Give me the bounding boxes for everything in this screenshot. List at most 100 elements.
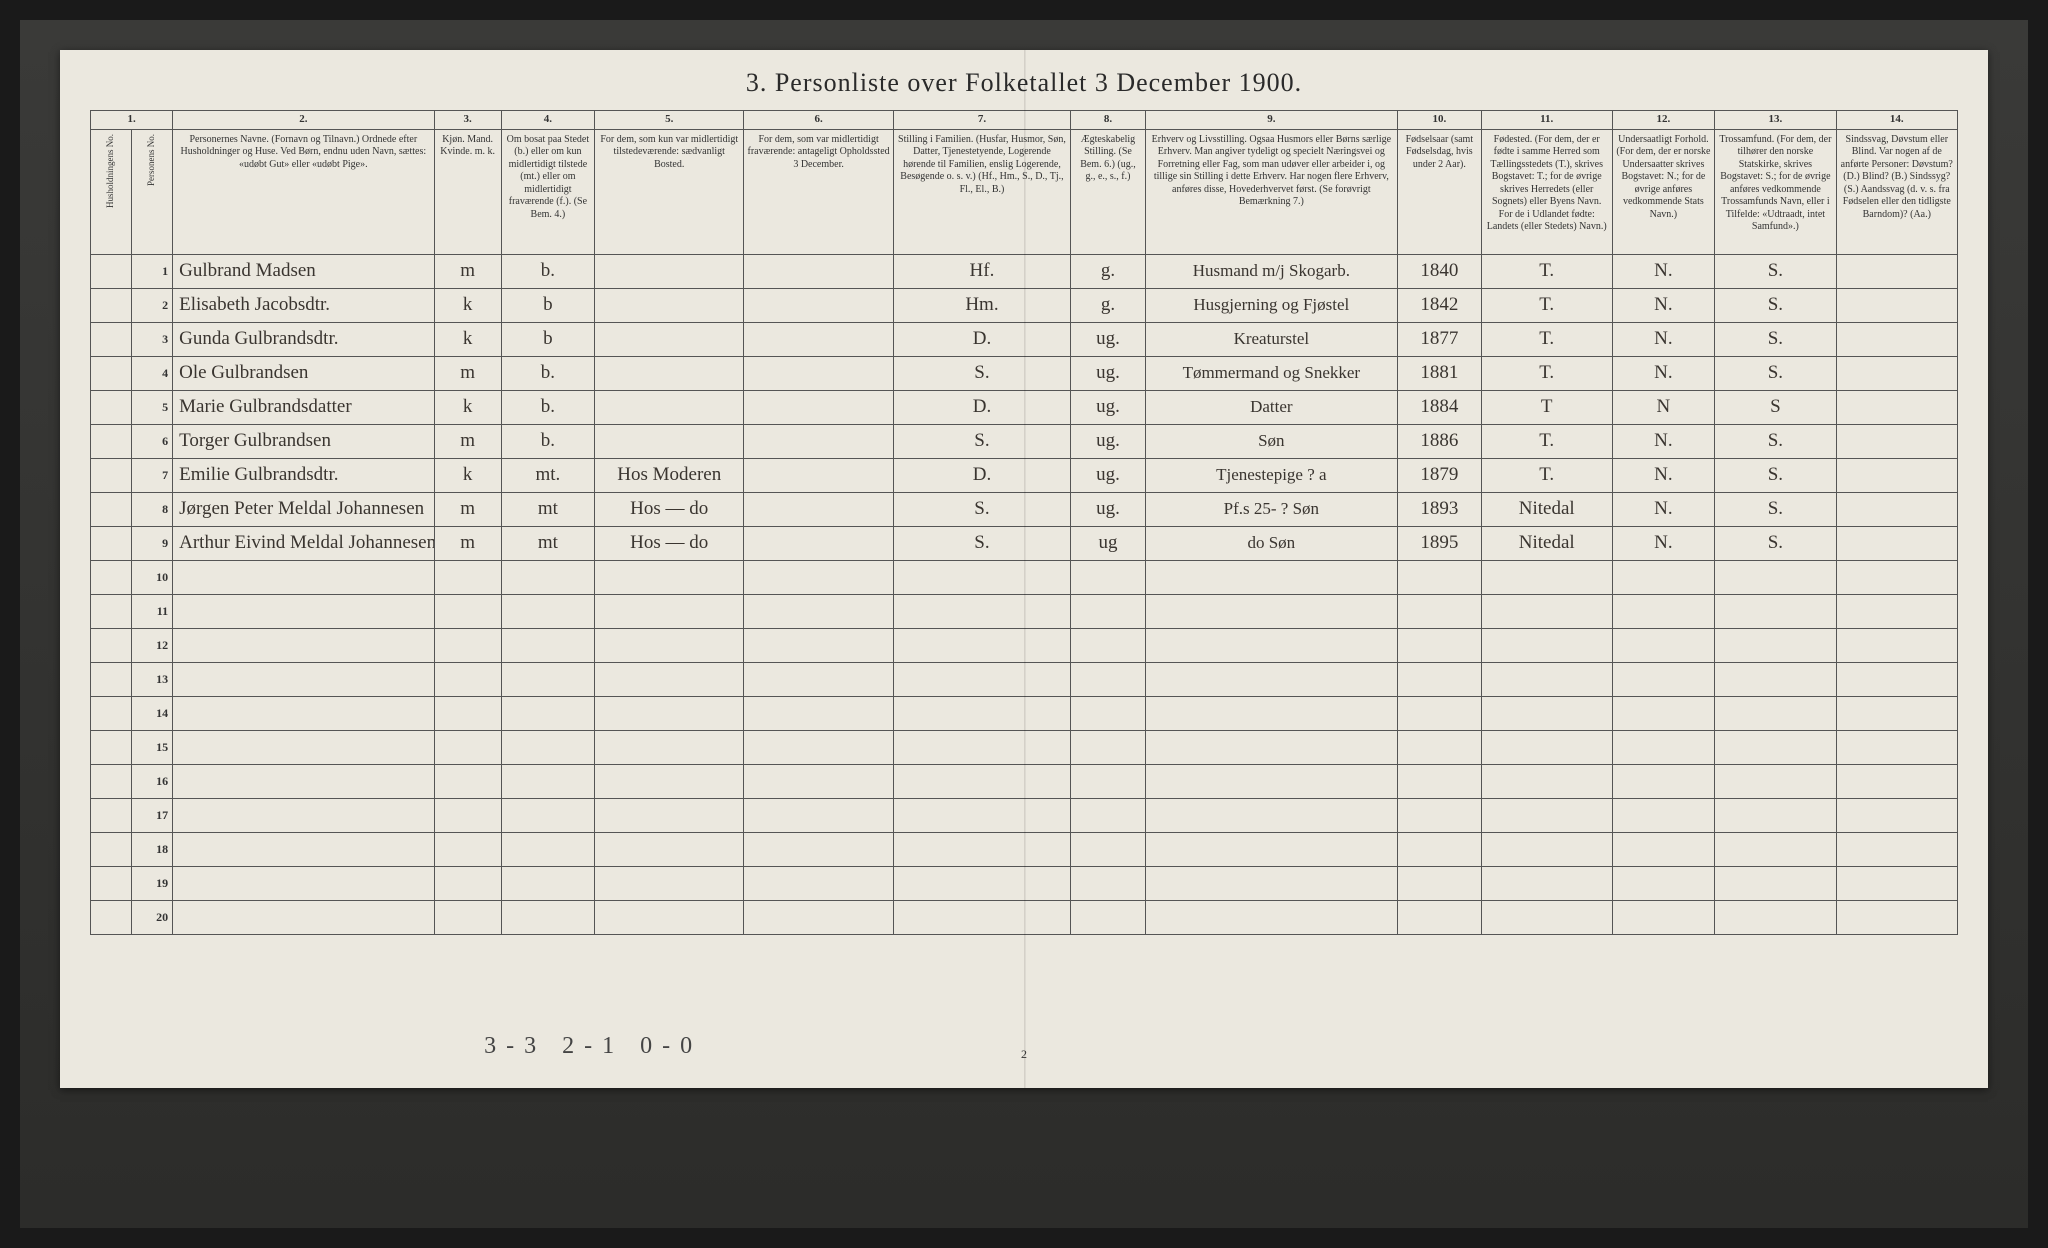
- cell: [1481, 866, 1612, 900]
- cell: [744, 322, 893, 356]
- cell: [1612, 832, 1715, 866]
- cell: [744, 390, 893, 424]
- cell: b: [501, 322, 594, 356]
- colnum-1: 1.: [91, 111, 173, 130]
- cell: [1145, 594, 1397, 628]
- cell: [595, 662, 744, 696]
- cell: N.: [1612, 424, 1715, 458]
- col-temp-absent: For dem, som var midlertidigt fraværende…: [744, 129, 893, 254]
- cell: [595, 560, 744, 594]
- cell: [173, 628, 434, 662]
- cell: [893, 560, 1070, 594]
- cell: m: [434, 526, 501, 560]
- cell: [1715, 832, 1836, 866]
- cell: S: [1715, 390, 1836, 424]
- cell: [501, 900, 594, 934]
- cell: [595, 424, 744, 458]
- col-family-pos: Stilling i Familien. (Husfar, Husmor, Sø…: [893, 129, 1070, 254]
- cell: Marie Gulbrandsdatter: [173, 390, 434, 424]
- cell: [595, 390, 744, 424]
- cell: [501, 764, 594, 798]
- cell: [91, 594, 132, 628]
- cell: [1397, 798, 1481, 832]
- cell: [1715, 560, 1836, 594]
- table-row: 19: [91, 866, 1958, 900]
- cell: 5: [132, 390, 173, 424]
- cell: 13: [132, 662, 173, 696]
- cell: 1895: [1397, 526, 1481, 560]
- table-row: 5Marie Gulbrandsdatterkb.D.ug.Datter1884…: [91, 390, 1958, 424]
- colnum-4: 4.: [501, 111, 594, 130]
- cell: 12: [132, 628, 173, 662]
- cell: [501, 662, 594, 696]
- cell: [1481, 696, 1612, 730]
- colnum-11: 11.: [1481, 111, 1612, 130]
- cell: [893, 730, 1070, 764]
- cell: 1842: [1397, 288, 1481, 322]
- cell: Torger Gulbrandsen: [173, 424, 434, 458]
- cell: S.: [893, 424, 1070, 458]
- cell: N.: [1612, 356, 1715, 390]
- cell: m: [434, 356, 501, 390]
- cell: [173, 764, 434, 798]
- cell: Hf.: [893, 254, 1070, 288]
- cell: [1836, 356, 1957, 390]
- col-nationality: Undersaatligt Forhold. (For dem, der er …: [1612, 129, 1715, 254]
- table-row: 16: [91, 764, 1958, 798]
- cell: 14: [132, 696, 173, 730]
- cell: [1612, 866, 1715, 900]
- cell: [595, 900, 744, 934]
- cell: [1612, 730, 1715, 764]
- cell: [91, 492, 132, 526]
- cell: [1145, 560, 1397, 594]
- cell: g.: [1071, 254, 1146, 288]
- col-marital: Ægteskabelig Stilling. (Se Bem. 6.) (ug.…: [1071, 129, 1146, 254]
- cell: [1397, 866, 1481, 900]
- cell: g.: [1071, 288, 1146, 322]
- cell: [595, 628, 744, 662]
- cell: [595, 866, 744, 900]
- col-residence: Om bosat paa Stedet (b.) eller om kun mi…: [501, 129, 594, 254]
- cell: [1145, 798, 1397, 832]
- cell: [91, 696, 132, 730]
- cell: [501, 696, 594, 730]
- cell: S.: [1715, 458, 1836, 492]
- cell: 16: [132, 764, 173, 798]
- cell: Elisabeth Jacobsdtr.: [173, 288, 434, 322]
- cell: [1836, 662, 1957, 696]
- cell: [173, 662, 434, 696]
- cell: [1145, 832, 1397, 866]
- table-row: 6Torger Gulbrandsenmb.S.ug.Søn1886T.N.S.: [91, 424, 1958, 458]
- cell: [744, 900, 893, 934]
- col-disability: Sindssvag, Døvstum eller Blind. Var noge…: [1836, 129, 1957, 254]
- cell: [1836, 832, 1957, 866]
- cell: S.: [1715, 424, 1836, 458]
- column-heading-row: Husholdningens No. Personens No. Persone…: [91, 129, 1958, 254]
- cell: [744, 798, 893, 832]
- cell: Datter: [1145, 390, 1397, 424]
- cell: [1397, 730, 1481, 764]
- cell: [893, 764, 1070, 798]
- cell: b.: [501, 390, 594, 424]
- table-body: 1Gulbrand Madsenmb.Hf.g.Husmand m/j Skog…: [91, 254, 1958, 934]
- cell: [1612, 798, 1715, 832]
- cell: [434, 832, 501, 866]
- table-row: 10: [91, 560, 1958, 594]
- cell: [173, 560, 434, 594]
- table-header: 1. 2. 3. 4. 5. 6. 7. 8. 9. 10. 11. 12. 1…: [91, 111, 1958, 255]
- cell: [1612, 662, 1715, 696]
- cell: [1715, 866, 1836, 900]
- cell: [744, 696, 893, 730]
- cell: [1397, 628, 1481, 662]
- cell: Hos Moderen: [595, 458, 744, 492]
- cell: k: [434, 288, 501, 322]
- printed-page-number: 2: [1021, 1047, 1027, 1062]
- cell: [1071, 764, 1146, 798]
- cell: [744, 730, 893, 764]
- cell: [434, 866, 501, 900]
- cell: [1071, 900, 1146, 934]
- cell: [1071, 594, 1146, 628]
- cell: T.: [1481, 322, 1612, 356]
- table-row: 13: [91, 662, 1958, 696]
- cell: S.: [1715, 254, 1836, 288]
